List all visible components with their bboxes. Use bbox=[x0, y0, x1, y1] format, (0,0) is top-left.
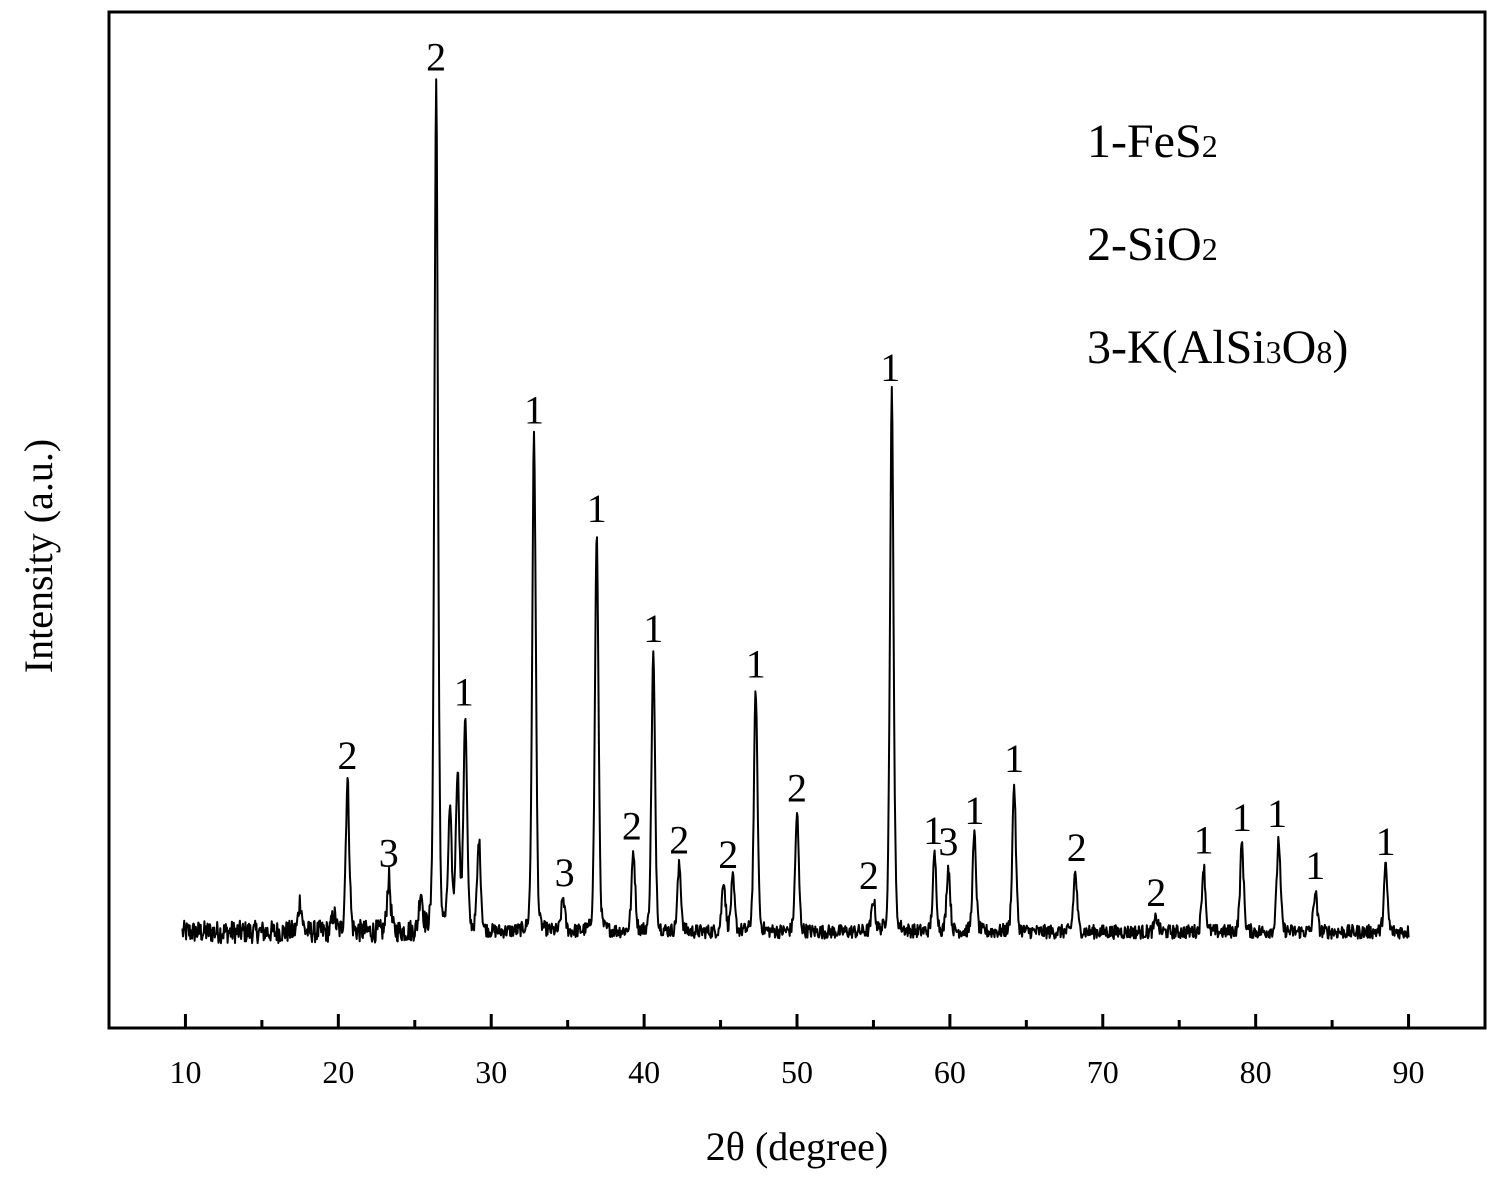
peak-label: 1 bbox=[746, 641, 766, 686]
legend-entry: 3-K(AlSi3O8) bbox=[1087, 321, 1348, 374]
peak-label: 1 bbox=[1376, 819, 1396, 864]
peak-label: 1 bbox=[454, 670, 474, 715]
peak-label: 1 bbox=[1004, 736, 1024, 781]
x-tick-label: 70 bbox=[1087, 1054, 1119, 1090]
x-tick-label: 40 bbox=[628, 1054, 660, 1090]
peak-label: 1 bbox=[1267, 791, 1287, 836]
x-tick-label: 80 bbox=[1240, 1054, 1272, 1090]
x-tick-label: 20 bbox=[322, 1054, 354, 1090]
legend-entry: 1-FeS2 bbox=[1087, 115, 1218, 168]
peak-label: 2 bbox=[1067, 825, 1087, 870]
x-tick-label: 10 bbox=[169, 1054, 201, 1090]
peak-label: 1 bbox=[1305, 843, 1325, 888]
x-tick-label: 90 bbox=[1393, 1054, 1425, 1090]
legend-entry: 2-SiO2 bbox=[1087, 218, 1218, 271]
legend: 1-FeS2 2-SiO2 3-K(AlSi3O8) bbox=[1087, 115, 1348, 374]
peak-label: 2 bbox=[622, 804, 642, 849]
x-axis-ticks bbox=[107, 1014, 1487, 1028]
peak-label: 3 bbox=[555, 850, 575, 895]
plot-frame bbox=[107, 10, 1487, 1030]
x-axis-title: 2θ (degree) bbox=[706, 1124, 888, 1169]
peak-label: 3 bbox=[379, 830, 399, 875]
x-axis-tick-labels: 10 20 30 40 50 60 70 80 90 bbox=[169, 1054, 1424, 1090]
peak-label: 2 bbox=[426, 35, 446, 80]
peak-label: 1 bbox=[923, 808, 943, 853]
peak-label: 1 bbox=[964, 788, 984, 833]
xrd-pattern-line bbox=[181, 78, 1410, 945]
peak-label: 1 bbox=[1232, 795, 1252, 840]
peak-label: 1 bbox=[524, 387, 544, 432]
x-tick-label: 30 bbox=[475, 1054, 507, 1090]
x-tick-label: 60 bbox=[934, 1054, 966, 1090]
peak-label: 2 bbox=[669, 818, 689, 863]
peak-label: 2 bbox=[338, 733, 358, 778]
x-tick-label: 50 bbox=[781, 1054, 813, 1090]
peak-label: 1 bbox=[587, 486, 607, 531]
peak-label: 3 bbox=[938, 819, 958, 864]
y-axis-title: Intensity (a.u.) bbox=[16, 439, 61, 673]
peak-label: 2 bbox=[787, 766, 807, 811]
peak-label: 2 bbox=[718, 832, 738, 877]
peak-label: 2 bbox=[1146, 870, 1166, 915]
peak-label: 1 bbox=[643, 606, 663, 651]
peak-label: 1 bbox=[1194, 818, 1214, 863]
peak-label: 2 bbox=[859, 853, 879, 898]
peak-label: 1 bbox=[880, 345, 900, 390]
